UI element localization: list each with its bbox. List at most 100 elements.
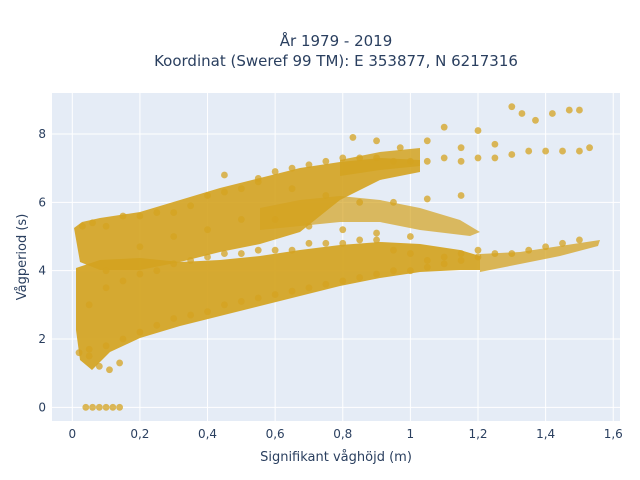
data-point: [457, 257, 465, 264]
data-point: [305, 222, 313, 230]
dense-lower-tail: [480, 240, 600, 272]
dense-mid-band: [260, 196, 480, 236]
data-point: [237, 216, 245, 223]
data-point: [271, 168, 279, 175]
data-point: [390, 267, 397, 275]
y-axis-title: Vågperiod (s): [15, 214, 30, 301]
data-point: [102, 267, 110, 275]
x-tick-label: 0: [68, 427, 76, 441]
data-point: [102, 342, 110, 350]
data-point: [204, 253, 211, 261]
data-point: [406, 157, 414, 165]
y-tick-label: 8: [38, 127, 46, 141]
y-tick-label: 2: [38, 332, 46, 346]
data-point: [153, 209, 161, 216]
data-point: [221, 250, 228, 257]
data-point: [356, 154, 364, 162]
data-point: [548, 110, 556, 117]
data-point: [423, 263, 431, 271]
data-point: [542, 147, 550, 155]
data-point: [339, 154, 347, 162]
data-point: [322, 192, 330, 199]
data-point: [271, 246, 279, 254]
x-axis-title: Signifikant våghöjd (m): [260, 450, 412, 465]
data-point: [474, 127, 482, 134]
data-point: [349, 134, 357, 141]
data-point: [288, 246, 296, 254]
data-point: [518, 110, 526, 117]
data-point: [102, 403, 110, 411]
data-point: [586, 144, 593, 152]
data-point: [339, 239, 347, 247]
data-point: [305, 284, 313, 292]
data-point: [508, 250, 516, 257]
data-point: [79, 222, 86, 230]
data-point: [532, 116, 539, 124]
data-point: [136, 212, 144, 220]
data-point: [221, 301, 228, 309]
data-point: [356, 236, 364, 244]
data-point: [339, 226, 347, 234]
data-point: [373, 229, 380, 237]
data-point: [423, 257, 431, 264]
data-point: [576, 147, 583, 155]
data-point: [305, 161, 313, 169]
data-point: [440, 123, 448, 131]
data-point: [119, 212, 127, 220]
data-point: [288, 185, 296, 193]
data-point: [271, 216, 279, 223]
data-point: [102, 222, 110, 230]
data-point: [136, 243, 144, 251]
data-point: [116, 359, 124, 367]
data-point: [288, 287, 296, 295]
data-point: [491, 154, 499, 162]
data-point: [491, 140, 499, 148]
data-point: [396, 144, 404, 152]
data-point: [356, 274, 364, 281]
data-point: [390, 198, 397, 206]
data-point: [89, 403, 96, 411]
data-point: [508, 151, 516, 158]
data-point: [85, 345, 93, 353]
data-point: [373, 154, 380, 162]
data-point: [440, 260, 448, 268]
data-point: [187, 311, 195, 319]
data-point: [237, 250, 245, 257]
data-point: [204, 308, 211, 316]
data-point: [356, 198, 364, 206]
data-point: [170, 260, 178, 268]
x-tick-label: 1,6: [604, 427, 623, 441]
data-point: [204, 226, 211, 234]
data-point: [457, 157, 465, 165]
data-point: [373, 137, 380, 145]
data-point: [116, 403, 124, 411]
data-point: [85, 352, 93, 360]
data-point: [153, 267, 161, 275]
y-tick-label: 0: [38, 400, 46, 414]
data-point: [508, 103, 516, 111]
data-point: [559, 147, 566, 155]
x-tick-label: 0,2: [130, 427, 149, 441]
data-point: [75, 349, 83, 357]
data-point: [82, 403, 90, 411]
data-point: [204, 192, 211, 199]
data-point: [457, 192, 465, 199]
data-point: [221, 171, 228, 179]
data-point: [406, 267, 414, 275]
data-point: [254, 178, 262, 186]
data-point: [153, 321, 161, 329]
data-point: [406, 233, 414, 240]
data-point: [491, 250, 499, 257]
data-point: [136, 328, 144, 336]
data-point: [373, 236, 380, 244]
data-point: [170, 209, 178, 216]
data-point: [373, 270, 380, 278]
chart-title-line-1: År 1979 - 2019: [280, 31, 393, 50]
data-point: [440, 154, 448, 162]
data-point: [109, 403, 117, 411]
y-tick-labels: 0 2 4 6 8: [38, 127, 46, 414]
x-tick-label: 0,8: [333, 427, 352, 441]
data-point: [119, 335, 127, 343]
data-point: [322, 157, 330, 165]
data-point: [406, 250, 414, 257]
